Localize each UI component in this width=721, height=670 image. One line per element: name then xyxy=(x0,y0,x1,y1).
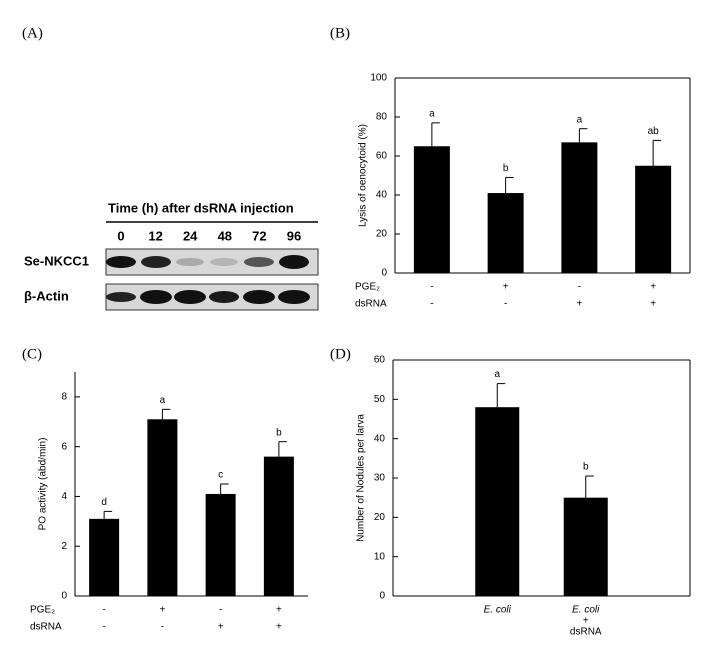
panel-label: (D) xyxy=(330,346,351,362)
treatment-mark: + xyxy=(650,299,656,310)
treatment-mark: + xyxy=(276,622,282,633)
y-tick-label: 20 xyxy=(374,512,386,523)
x-tick-label: + xyxy=(583,616,589,627)
treatment-mark: - xyxy=(504,299,507,310)
treatment-mark: - xyxy=(161,622,164,633)
bar xyxy=(147,419,178,596)
significance-letter: b xyxy=(583,462,589,473)
bar xyxy=(561,142,598,273)
blot-row-label: Se-NKCC1 xyxy=(24,253,89,268)
x-tick-label: E. coli xyxy=(572,605,600,616)
significance-letter: a xyxy=(494,369,500,380)
y-tick-label: 80 xyxy=(376,112,388,123)
treatment-mark: - xyxy=(102,605,105,616)
treatment-mark: + xyxy=(576,299,582,310)
blot-time: 24 xyxy=(183,228,198,243)
y-tick-label: 10 xyxy=(374,551,386,562)
bar xyxy=(89,518,120,596)
treatment-mark: + xyxy=(650,282,656,293)
significance-letter: b xyxy=(276,427,282,438)
panel-label: (C) xyxy=(22,346,42,362)
treatment-name: dsRNA xyxy=(355,299,387,310)
blot-time: 0 xyxy=(117,228,124,243)
y-tick-label: 0 xyxy=(379,591,385,602)
y-tick-label: 60 xyxy=(374,355,386,366)
treatment-mark: - xyxy=(578,282,581,293)
y-tick-label: 60 xyxy=(376,151,388,162)
y-tick-label: 4 xyxy=(61,491,67,502)
treatment-mark: + xyxy=(159,605,165,616)
blot-time: 48 xyxy=(218,228,232,243)
treatment-name: dsRNA xyxy=(30,622,62,633)
panel-label: (A) xyxy=(22,25,43,41)
y-tick-label: 2 xyxy=(61,541,67,552)
significance-letter: a xyxy=(577,114,583,125)
y-tick-label: 40 xyxy=(374,433,386,444)
y-tick-label: 0 xyxy=(61,591,67,602)
bar xyxy=(205,493,236,596)
treatment-name: PGE₂ xyxy=(355,282,380,293)
significance-letter: c xyxy=(218,470,223,481)
treatment-mark: - xyxy=(219,605,222,616)
x-tick-label: dsRNA xyxy=(570,627,602,638)
bar xyxy=(413,146,450,273)
bar xyxy=(263,456,294,596)
bar xyxy=(635,165,672,273)
y-axis-label: PO activity (abd/min) xyxy=(38,438,49,531)
y-tick-label: 20 xyxy=(376,229,388,240)
blot-row-label: β-Actin xyxy=(24,288,69,303)
treatment-mark: - xyxy=(430,299,433,310)
treatment-mark: - xyxy=(102,622,105,633)
treatment-name: PGE₂ xyxy=(30,605,55,616)
y-tick-label: 30 xyxy=(374,473,386,484)
x-tick-label: E. coli xyxy=(484,605,512,616)
treatment-mark: + xyxy=(218,622,224,633)
y-axis-label: Number of Nodules per larva xyxy=(356,414,367,542)
significance-letter: b xyxy=(503,163,509,174)
bar xyxy=(487,193,524,273)
significance-letter: a xyxy=(429,108,435,119)
significance-letter: a xyxy=(160,395,166,406)
blot-time: 12 xyxy=(148,228,162,243)
bar xyxy=(563,497,608,596)
blot-bands xyxy=(106,255,310,304)
significance-letter: d xyxy=(101,497,107,508)
y-tick-label: 50 xyxy=(374,394,386,405)
y-tick-label: 40 xyxy=(376,190,388,201)
blot-title: Time (h) after dsRNA injection xyxy=(108,200,294,215)
significance-letter: ab xyxy=(648,126,660,137)
treatment-mark: + xyxy=(503,282,509,293)
treatment-mark: - xyxy=(430,282,433,293)
y-tick-label: 0 xyxy=(381,268,387,279)
y-tick-label: 100 xyxy=(370,73,387,84)
bar xyxy=(475,407,520,596)
y-tick-label: 8 xyxy=(61,392,67,403)
panel-label: (B) xyxy=(330,25,350,41)
y-axis-label: Lysis of oenocytoid (%) xyxy=(358,124,369,227)
treatment-mark: + xyxy=(276,605,282,616)
blot-time: 96 xyxy=(287,228,301,243)
y-tick-label: 6 xyxy=(61,441,67,452)
blot-time: 72 xyxy=(252,228,266,243)
